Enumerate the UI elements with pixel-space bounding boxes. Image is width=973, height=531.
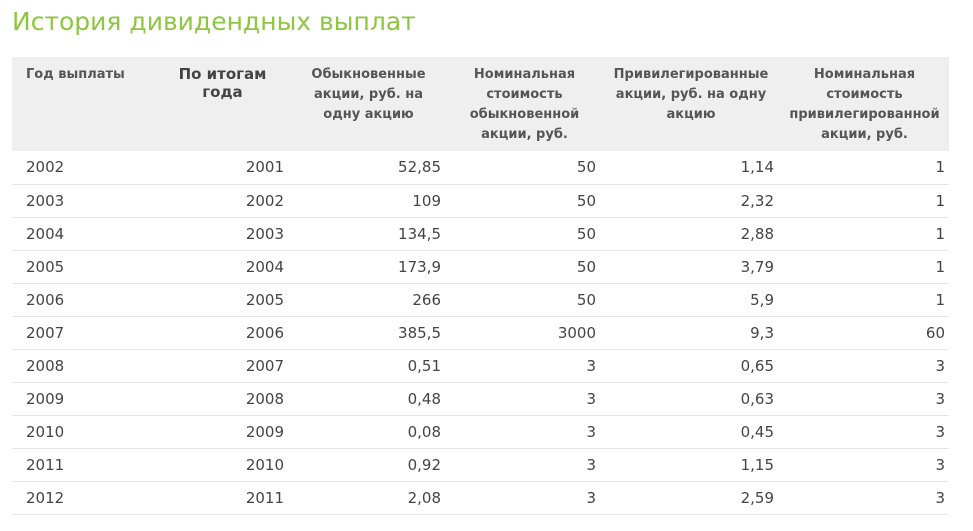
cell-ordinary-dividend: 173,9 (290, 250, 447, 284)
cell-ordinary-nominal: 3 (447, 349, 602, 383)
cell-ordinary-nominal: 50 (447, 250, 602, 284)
table-row: 2003 2002 109 50 2,32 1 (12, 184, 949, 218)
table-row: 2007 2006 385,5 3000 9,3 60 (12, 316, 949, 350)
cell-ordinary-dividend: 0,92 (290, 448, 447, 482)
table-row: 2006 2005 266 50 5,9 1 (12, 283, 949, 317)
cell-payment-year: 2003 (12, 184, 155, 218)
cell-preferred-dividend: 0,63 (602, 382, 780, 416)
page-title: История дивидендных выплат (12, 7, 416, 36)
cell-ordinary-nominal: 50 (447, 151, 602, 185)
cell-results-year: 2008 (155, 382, 290, 416)
cell-ordinary-nominal: 3 (447, 481, 602, 515)
cell-ordinary-dividend: 0,51 (290, 349, 447, 383)
cell-preferred-dividend: 5,9 (602, 283, 780, 317)
cell-preferred-nominal: 3 (780, 415, 949, 449)
cell-preferred-nominal: 60 (780, 316, 949, 350)
cell-results-year: 2004 (155, 250, 290, 284)
cell-preferred-nominal: 3 (780, 448, 949, 482)
cell-payment-year: 2002 (12, 151, 155, 185)
cell-payment-year: 2008 (12, 349, 155, 383)
table-row: 2009 2008 0,48 3 0,63 3 (12, 382, 949, 416)
cell-ordinary-nominal: 50 (447, 283, 602, 317)
cell-preferred-dividend: 3,79 (602, 250, 780, 284)
cell-preferred-dividend: 0,45 (602, 415, 780, 449)
cell-payment-year: 2007 (12, 316, 155, 350)
header-preferred-nominal: Номинальная стоимость привилегированной … (780, 57, 949, 151)
header-preferred-dividend: Привилегированные акции, руб. на одну ак… (602, 57, 780, 151)
cell-preferred-dividend: 2,59 (602, 481, 780, 515)
cell-payment-year: 2012 (12, 481, 155, 515)
cell-preferred-dividend: 2,32 (602, 184, 780, 218)
cell-ordinary-dividend: 2,08 (290, 481, 447, 515)
cell-payment-year: 2005 (12, 250, 155, 284)
cell-results-year: 2006 (155, 316, 290, 350)
header-ordinary-dividend: Обыкновенные акции, руб. на одну акцию (290, 57, 447, 151)
cell-preferred-nominal: 3 (780, 382, 949, 416)
cell-preferred-dividend: 2,88 (602, 217, 780, 251)
table-body: 2002 2001 52,85 50 1,14 1 2003 2002 109 50 2,32 1 20… (12, 151, 949, 515)
table-header: Год выплаты По итогам года Обыкновенные … (12, 57, 949, 151)
cell-preferred-nominal: 1 (780, 151, 949, 185)
cell-results-year: 2003 (155, 217, 290, 251)
dividend-history-table: Год выплаты По итогам года Обыкновенные … (12, 57, 949, 515)
cell-payment-year: 2004 (12, 217, 155, 251)
cell-ordinary-dividend: 385,5 (290, 316, 447, 350)
cell-ordinary-dividend: 109 (290, 184, 447, 218)
table-row: 2005 2004 173,9 50 3,79 1 (12, 250, 949, 284)
header-ordinary-nominal: Номинальная стоимость обыкновенной акции… (447, 57, 602, 151)
cell-preferred-nominal: 1 (780, 250, 949, 284)
cell-preferred-dividend: 0,65 (602, 349, 780, 383)
cell-ordinary-dividend: 266 (290, 283, 447, 317)
table-row: 2002 2001 52,85 50 1,14 1 (12, 151, 949, 185)
cell-preferred-nominal: 3 (780, 349, 949, 383)
header-results-year: По итогам года (155, 57, 290, 151)
header-payment-year: Год выплаты (12, 57, 155, 151)
cell-results-year: 2005 (155, 283, 290, 317)
table-row: 2010 2009 0,08 3 0,45 3 (12, 415, 949, 449)
cell-ordinary-dividend: 134,5 (290, 217, 447, 251)
cell-results-year: 2011 (155, 481, 290, 515)
cell-results-year: 2007 (155, 349, 290, 383)
table-row: 2008 2007 0,51 3 0,65 3 (12, 349, 949, 383)
cell-ordinary-nominal: 3 (447, 415, 602, 449)
table-row: 2012 2011 2,08 3 2,59 3 (12, 481, 949, 515)
cell-preferred-nominal: 1 (780, 217, 949, 251)
table-row: 2011 2010 0,92 3 1,15 3 (12, 448, 949, 482)
cell-ordinary-dividend: 52,85 (290, 151, 447, 185)
cell-payment-year: 2009 (12, 382, 155, 416)
cell-ordinary-dividend: 0,08 (290, 415, 447, 449)
cell-preferred-nominal: 1 (780, 283, 949, 317)
cell-results-year: 2001 (155, 151, 290, 185)
cell-ordinary-nominal: 3000 (447, 316, 602, 350)
cell-results-year: 2002 (155, 184, 290, 218)
cell-payment-year: 2011 (12, 448, 155, 482)
table-row: 2004 2003 134,5 50 2,88 1 (12, 217, 949, 251)
cell-payment-year: 2010 (12, 415, 155, 449)
cell-preferred-nominal: 3 (780, 481, 949, 515)
cell-ordinary-nominal: 50 (447, 184, 602, 218)
cell-preferred-dividend: 1,14 (602, 151, 780, 185)
cell-results-year: 2009 (155, 415, 290, 449)
table-header-row: Год выплаты По итогам года Обыкновенные … (12, 57, 949, 151)
cell-preferred-dividend: 9,3 (602, 316, 780, 350)
cell-preferred-dividend: 1,15 (602, 448, 780, 482)
cell-ordinary-nominal: 50 (447, 217, 602, 251)
cell-ordinary-nominal: 3 (447, 382, 602, 416)
dividend-history-table-container: Год выплаты По итогам года Обыкновенные … (12, 57, 949, 515)
cell-payment-year: 2006 (12, 283, 155, 317)
cell-ordinary-nominal: 3 (447, 448, 602, 482)
cell-preferred-nominal: 1 (780, 184, 949, 218)
cell-ordinary-dividend: 0,48 (290, 382, 447, 416)
cell-results-year: 2010 (155, 448, 290, 482)
